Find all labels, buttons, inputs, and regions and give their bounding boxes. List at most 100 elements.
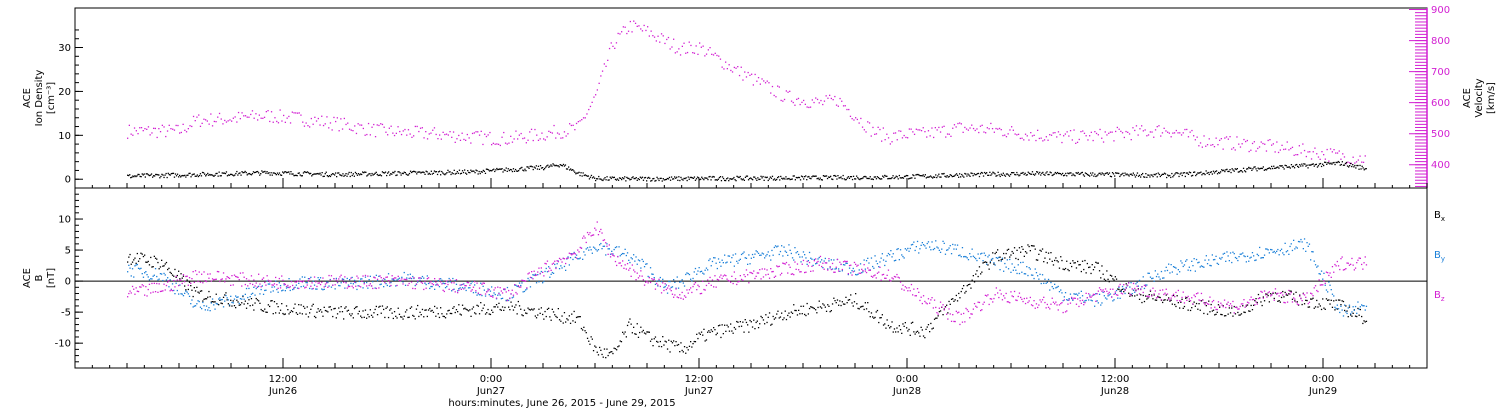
data-point (274, 117, 276, 119)
data-point (969, 127, 971, 129)
data-point (1143, 284, 1146, 286)
data-point (740, 278, 743, 281)
data-point (1057, 309, 1059, 311)
data-point (681, 178, 683, 180)
data-point (401, 172, 403, 174)
data-point (628, 259, 630, 261)
data-point (492, 311, 494, 313)
data-point (158, 268, 160, 270)
data-point (847, 299, 849, 301)
data-point (742, 79, 744, 81)
data-point (1043, 282, 1045, 284)
data-point (174, 173, 177, 175)
data-point (202, 282, 204, 284)
data-point (305, 313, 307, 315)
data-point (783, 177, 785, 179)
data-point (139, 175, 141, 178)
data-point (679, 179, 681, 182)
data-point (643, 24, 645, 27)
data-point (345, 282, 347, 284)
data-point (455, 279, 458, 281)
data-point (506, 170, 508, 172)
data-point (148, 174, 151, 177)
data-point (715, 262, 717, 264)
data-point (1047, 252, 1050, 254)
data-point (358, 174, 361, 176)
data-point (914, 249, 916, 252)
data-point (981, 309, 983, 311)
data-point (402, 130, 404, 132)
data-point (862, 305, 864, 307)
data-point (425, 309, 427, 311)
data-point (545, 267, 547, 270)
data-point (1307, 306, 1309, 308)
data-point (474, 172, 476, 174)
data-point (791, 257, 794, 259)
data-point (1186, 299, 1188, 301)
data-point (750, 321, 752, 323)
data-point (380, 175, 383, 177)
data-point (367, 287, 369, 289)
data-point (925, 247, 927, 249)
data-point (163, 176, 165, 179)
data-point (511, 297, 513, 299)
data-point (366, 175, 368, 177)
data-point (1284, 242, 1286, 244)
data-point (800, 271, 802, 273)
data-point (1124, 289, 1126, 291)
data-point (270, 300, 272, 302)
data-point (1085, 272, 1087, 274)
data-point (909, 290, 911, 292)
data-point (611, 351, 613, 353)
data-point (301, 281, 303, 283)
data-point (1193, 258, 1195, 260)
data-point (662, 278, 664, 280)
data-point (583, 251, 585, 253)
data-point (491, 144, 493, 146)
data-point (1319, 305, 1321, 307)
data-point (926, 242, 928, 245)
data-point (836, 299, 839, 301)
data-point (934, 176, 936, 178)
data-point (1092, 269, 1095, 271)
data-point (964, 126, 966, 129)
data-point (269, 305, 271, 308)
data-point (1365, 305, 1368, 307)
data-point (1113, 140, 1115, 142)
data-point (396, 279, 398, 281)
data-point (572, 124, 574, 126)
data-point (266, 171, 268, 173)
data-point (1282, 290, 1284, 293)
data-point (1080, 270, 1082, 273)
data-point (733, 265, 735, 267)
data-point (898, 259, 900, 261)
data-point (351, 276, 353, 279)
data-point (418, 277, 420, 279)
data-point (880, 317, 882, 319)
data-point (225, 171, 228, 173)
data-point (796, 98, 798, 100)
data-point (194, 290, 197, 292)
data-point (955, 310, 957, 312)
data-point (546, 165, 548, 167)
data-point (160, 175, 162, 178)
data-point (1049, 171, 1051, 173)
data-point (929, 331, 931, 333)
data-point (334, 174, 336, 176)
data-point (258, 300, 260, 302)
data-point (135, 262, 137, 264)
data-point (601, 353, 603, 356)
data-point (267, 279, 269, 281)
data-point (589, 105, 592, 108)
data-point (317, 308, 319, 310)
data-point (931, 328, 933, 330)
data-point (674, 176, 676, 178)
data-point (1334, 306, 1336, 308)
data-point (543, 275, 545, 277)
data-point (1028, 245, 1030, 248)
data-point (709, 276, 711, 279)
data-point (1052, 301, 1055, 303)
data-point (592, 176, 595, 178)
data-point (721, 324, 723, 326)
data-point (397, 126, 399, 128)
